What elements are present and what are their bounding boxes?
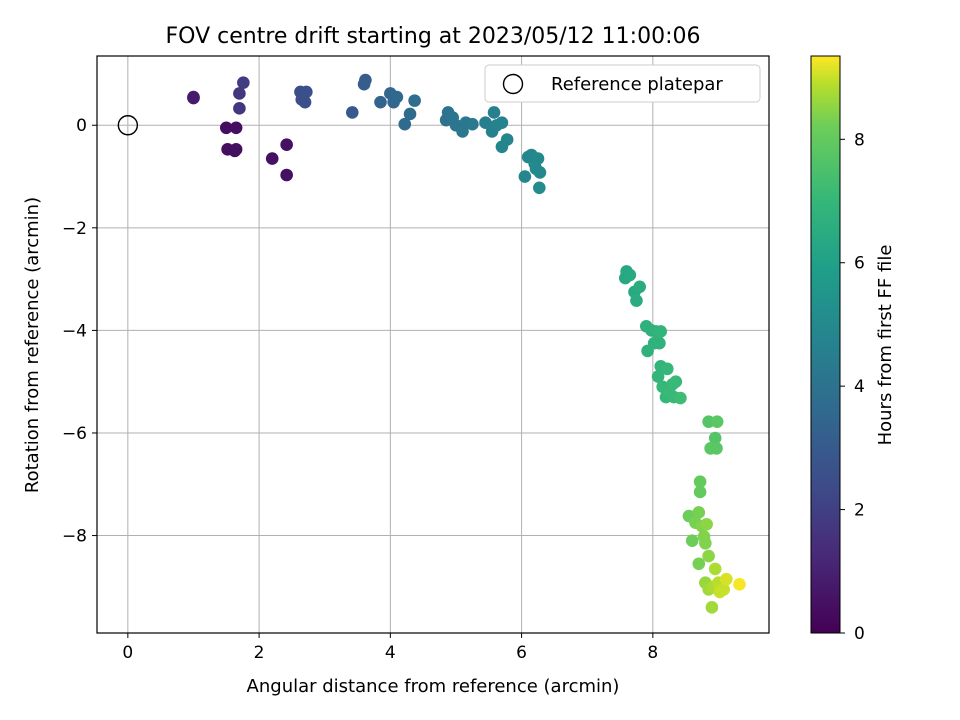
data-point xyxy=(654,325,668,338)
data-point xyxy=(710,415,724,428)
reference-marker xyxy=(117,115,139,136)
chart-title: FOV centre drift starting at 2023/05/12 … xyxy=(166,24,701,49)
colorbar-label: Hours from first FF file xyxy=(875,245,896,446)
data-point xyxy=(533,166,547,179)
data-point xyxy=(403,107,417,121)
data-point xyxy=(660,362,674,376)
x-axis-label: Angular distance from reference (arcmin) xyxy=(247,676,620,697)
colorbar-gradient xyxy=(810,55,841,634)
x-tick-label: 4 xyxy=(385,643,396,663)
y-tick-label: −6 xyxy=(62,424,87,444)
data-point xyxy=(466,117,479,131)
data-point xyxy=(280,168,293,182)
data-point xyxy=(219,121,233,135)
x-tick-label: 6 xyxy=(516,643,527,663)
data-point xyxy=(700,517,713,531)
data-point xyxy=(398,117,412,131)
data-point xyxy=(500,133,514,146)
data-point xyxy=(669,375,683,388)
data-point xyxy=(495,116,509,129)
x-tick-label: 2 xyxy=(254,643,265,663)
data-point xyxy=(280,138,293,152)
data-point xyxy=(237,76,250,89)
legend-marker xyxy=(502,73,524,95)
data-point xyxy=(693,485,707,499)
y-axis-label: Rotation from reference (arcmin) xyxy=(22,197,43,493)
data-point xyxy=(717,583,731,596)
data-point xyxy=(702,549,715,563)
data-point xyxy=(518,170,532,183)
data-point xyxy=(693,475,707,488)
data-point xyxy=(720,572,733,586)
colorbar-tick-label: 8 xyxy=(854,130,865,150)
colorbar-ticks: 0 2 4 6 8 xyxy=(840,130,865,644)
data-point xyxy=(265,152,279,165)
data-point xyxy=(651,370,665,383)
data-point xyxy=(708,431,722,445)
x-tick-label: 0 xyxy=(122,643,133,663)
data-point xyxy=(390,90,404,104)
y-tick-label: 0 xyxy=(76,116,87,136)
data-point xyxy=(228,144,242,158)
grid-lines xyxy=(97,56,769,633)
colorbar: 0 2 4 6 8 Hours from first FF file xyxy=(810,55,896,644)
data-point xyxy=(685,534,699,547)
data-point xyxy=(359,73,372,87)
plot-frame xyxy=(96,55,770,634)
x-tick-label: 8 xyxy=(647,643,658,663)
y-tick-label: −4 xyxy=(62,321,87,341)
x-axis-ticks: 0 2 4 6 8 xyxy=(122,633,658,663)
data-points xyxy=(117,73,746,614)
y-axis-ticks: 0 −2 −4 −6 −8 xyxy=(62,116,97,547)
data-point xyxy=(692,557,706,571)
data-point xyxy=(229,121,243,135)
data-point xyxy=(710,442,723,455)
legend-box xyxy=(484,64,761,103)
colorbar-tick-label: 0 xyxy=(854,624,865,644)
data-point xyxy=(653,336,666,350)
data-point xyxy=(633,280,647,294)
data-point xyxy=(699,536,712,550)
colorbar-tick-label: 4 xyxy=(854,377,865,397)
data-point xyxy=(630,294,643,307)
data-point xyxy=(533,181,546,195)
data-point xyxy=(674,391,687,405)
data-point xyxy=(733,577,746,591)
data-point xyxy=(187,90,200,104)
legend: Reference platepar xyxy=(484,64,761,103)
data-point xyxy=(408,94,421,107)
data-point xyxy=(692,506,706,519)
data-point xyxy=(531,152,545,165)
y-tick-label: −2 xyxy=(62,219,87,239)
data-point xyxy=(233,102,246,115)
data-point xyxy=(487,106,501,119)
colorbar-tick-label: 6 xyxy=(854,254,865,274)
data-point xyxy=(705,601,719,614)
data-point xyxy=(708,562,722,576)
colorbar-tick-label: 2 xyxy=(854,501,865,521)
data-point xyxy=(298,95,312,109)
y-tick-label: −8 xyxy=(62,527,87,547)
data-point xyxy=(623,268,637,282)
data-point xyxy=(479,116,492,129)
data-point xyxy=(233,87,246,100)
data-point xyxy=(374,95,387,109)
legend-label: Reference platepar xyxy=(551,74,723,95)
data-point xyxy=(345,106,359,119)
